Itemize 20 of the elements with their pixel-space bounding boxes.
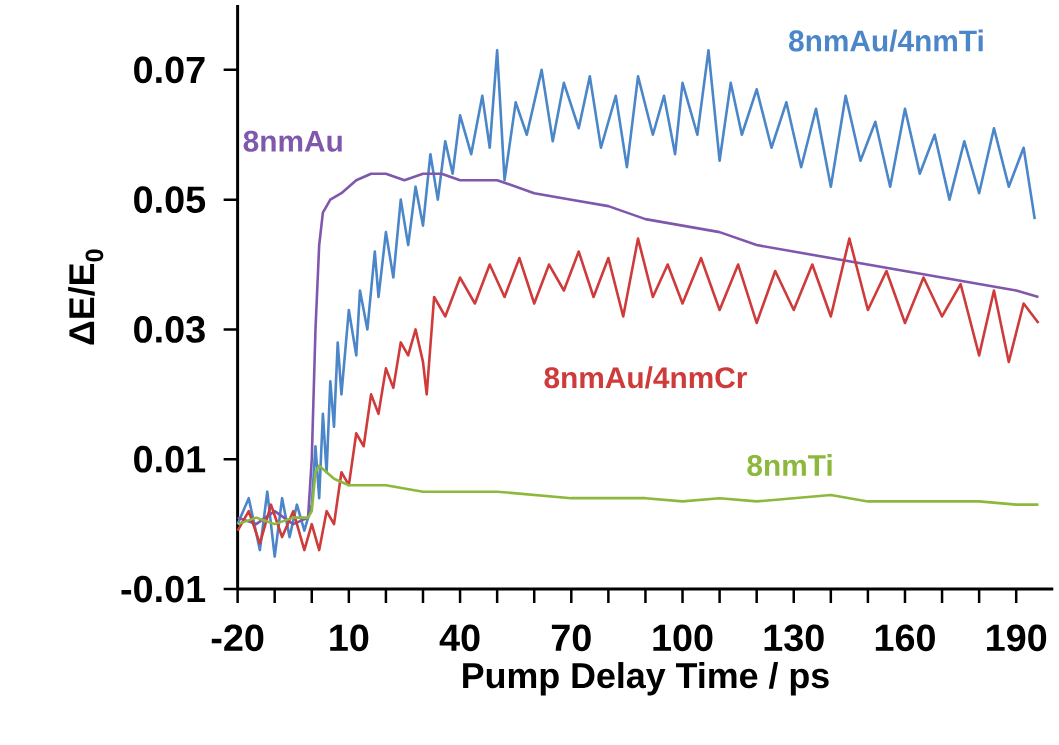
series-label: 8nmTi <box>747 454 832 477</box>
x-tick-label: 100 <box>653 624 713 652</box>
x-tick-label: 10 <box>330 624 369 652</box>
y-tick-label: 0.01 <box>134 445 206 473</box>
y-tick-label: 0.07 <box>134 56 205 84</box>
x-axis-title: Pump Delay Time / ps <box>463 662 829 696</box>
x-tick-label: 70 <box>551 624 591 652</box>
series-label: 8nmAu/4nmCr <box>544 366 747 389</box>
x-tick-label: 130 <box>764 624 824 652</box>
y-axis-title: ΔE/E$_{0}$ <box>68 249 104 345</box>
series-label: 8nmAu <box>243 130 342 152</box>
x-tick-label: 160 <box>875 624 935 652</box>
y-tick-label: 0.03 <box>134 316 205 343</box>
series-label: 8nmAu/4nmTi <box>789 29 983 52</box>
line-series <box>236 237 1040 552</box>
y-tick-label: -0.01 <box>121 575 206 603</box>
x-tick-label: 40 <box>439 624 480 652</box>
y-tick-label: 0.05 <box>134 186 206 214</box>
x-tick-label: 190 <box>987 624 1047 652</box>
x-tick-label: -20 <box>211 624 264 652</box>
